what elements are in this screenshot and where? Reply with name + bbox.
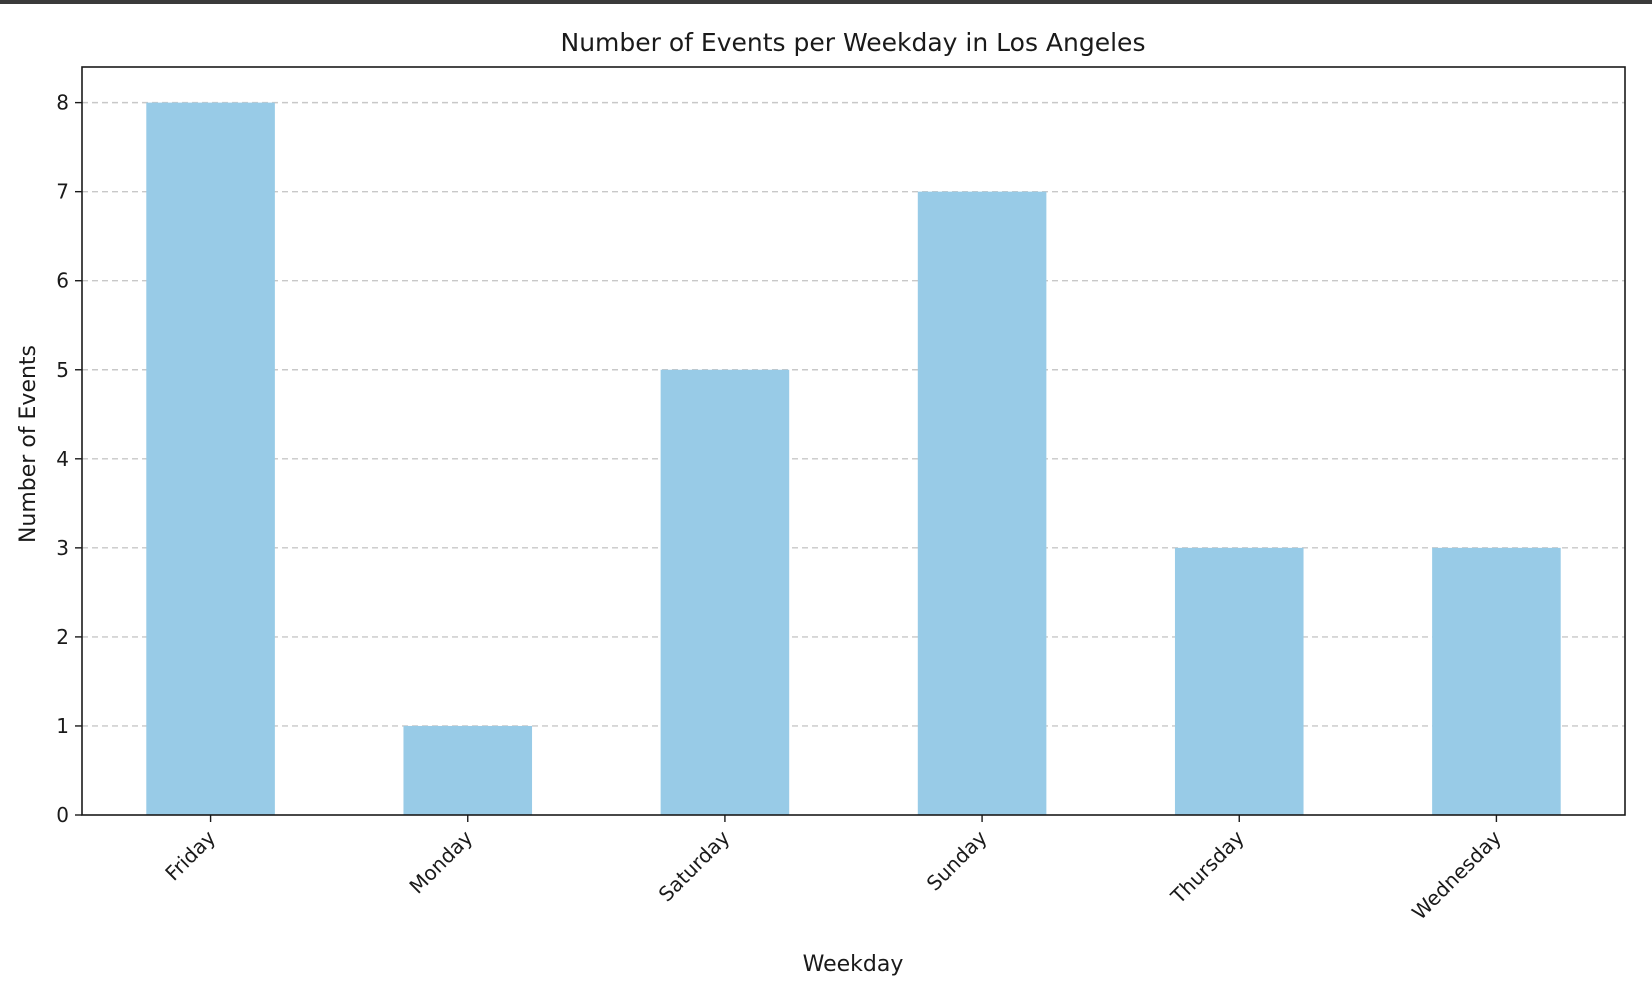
y-tick-label: 6 [56, 269, 69, 293]
bar-friday [146, 102, 275, 816]
x-tick-label: Saturday [654, 825, 735, 906]
x-tick-label: Friday [160, 825, 220, 885]
y-axis-ticks: 0 1 2 3 4 5 6 7 8 [56, 91, 82, 827]
bar-saturday [660, 369, 790, 815]
y-tick-label: 5 [56, 358, 69, 382]
bars [146, 102, 1561, 816]
x-tick-label: Sunday [922, 825, 992, 895]
x-tick-label: Wednesday [1407, 825, 1506, 924]
bar-thursday [1174, 547, 1304, 815]
chart-figure: Number of Events per Weekday in Los Ange… [0, 4, 1652, 994]
y-tick-label: 4 [56, 447, 69, 471]
chart-title: Number of Events per Weekday in Los Ange… [561, 28, 1146, 57]
bar-monday [403, 725, 533, 815]
bar-sunday [917, 191, 1047, 815]
y-axis-label: Number of Events [16, 345, 41, 543]
gridlines [82, 101, 1625, 727]
y-tick-label: 2 [56, 625, 69, 649]
y-tick-label: 8 [56, 91, 69, 115]
plot-frame [81, 66, 1626, 816]
bar-chart: Number of Events per Weekday in Los Ange… [16, 28, 1626, 977]
x-axis-label: Weekday [803, 952, 904, 977]
y-tick-label: 0 [56, 803, 69, 827]
y-tick-label: 7 [56, 180, 69, 204]
x-axis-ticks: Friday Monday Saturday Sunday Thursday Wednes… [160, 815, 1506, 924]
x-tick-label: Monday [404, 825, 477, 898]
x-tick-label: Thursday [1165, 825, 1249, 909]
bar-wednesday [1432, 547, 1561, 815]
y-tick-label: 1 [56, 714, 69, 738]
y-tick-label: 3 [56, 536, 69, 560]
